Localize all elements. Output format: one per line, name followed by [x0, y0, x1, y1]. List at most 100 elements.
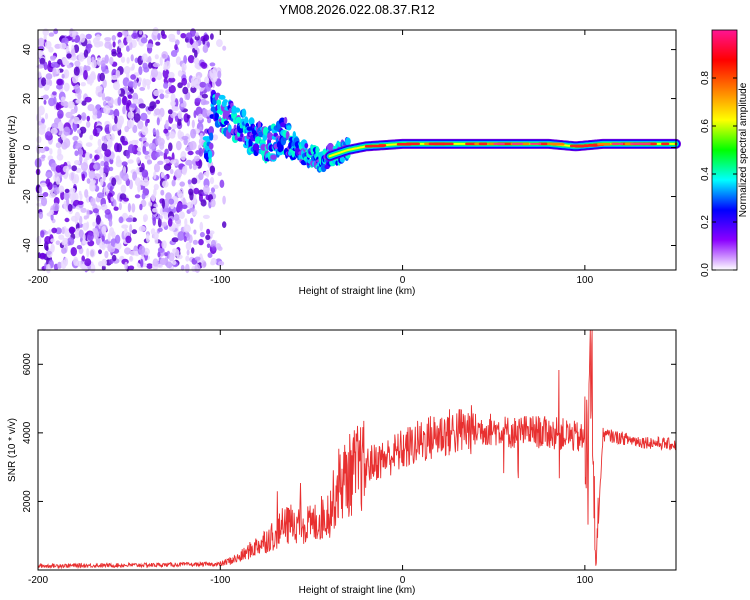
ridge-speck — [267, 132, 274, 141]
noise-speck — [191, 177, 198, 185]
spectrogram-x-label: Height of straight line (km) — [299, 286, 416, 297]
noise-speck — [102, 79, 107, 89]
noise-speck — [131, 229, 138, 235]
noise-speck — [51, 122, 59, 129]
noise-speck — [85, 43, 93, 49]
noise-speck — [74, 84, 80, 94]
noise-speck — [36, 235, 42, 245]
noise-speck — [42, 192, 49, 197]
noise-speck — [120, 56, 126, 63]
noise-speck — [40, 230, 45, 238]
noise-speck — [148, 62, 153, 69]
noise-speck — [217, 70, 222, 79]
noise-speck — [125, 102, 131, 112]
noise-speck — [164, 94, 169, 99]
noise-speck — [171, 123, 178, 130]
noise-speck — [169, 168, 174, 175]
noise-speck — [222, 45, 227, 51]
noise-speck — [107, 243, 112, 252]
noise-speck — [193, 187, 200, 195]
noise-speck — [116, 143, 123, 153]
ridge-speck — [270, 154, 277, 160]
noise-speck — [86, 248, 90, 258]
noise-speck — [167, 218, 173, 227]
noise-speck — [186, 114, 191, 119]
noise-speck — [131, 203, 136, 213]
noise-speck — [157, 217, 162, 228]
noise-speck — [73, 66, 80, 76]
noise-speck — [72, 116, 80, 125]
noise-speck — [121, 172, 129, 182]
noise-speck — [82, 233, 86, 242]
noise-speck — [129, 250, 137, 256]
colorbar-tick-label: 0.8 — [700, 71, 711, 85]
noise-speck — [103, 105, 111, 115]
snr-frame — [37, 329, 677, 571]
noise-speck — [93, 173, 101, 180]
noise-speck — [52, 91, 57, 96]
noise-speck — [50, 55, 57, 60]
noise-speck — [43, 61, 48, 71]
noise-speck — [121, 30, 129, 36]
noise-speck — [190, 85, 197, 94]
noise-speck — [86, 209, 90, 219]
y-tick-label: 6000 — [22, 353, 33, 376]
noise-speck — [185, 255, 190, 262]
noise-speck — [187, 55, 195, 64]
noise-speck — [91, 158, 95, 163]
ridge-speck — [222, 99, 228, 104]
ridge-speck — [208, 126, 214, 135]
snr-series-line — [37, 329, 677, 570]
noise-speck — [217, 246, 223, 251]
x-tick-label: -200 — [28, 575, 48, 586]
noise-speck — [147, 55, 152, 64]
noise-speck — [210, 239, 217, 249]
noise-speck — [194, 256, 201, 261]
noise-speck — [202, 108, 209, 118]
noise-speck — [72, 124, 78, 132]
noise-speck — [39, 253, 46, 260]
noise-speck — [176, 202, 183, 212]
noise-speck — [130, 66, 135, 71]
noise-speck — [138, 245, 146, 255]
noise-speck — [56, 153, 64, 161]
noise-speck — [111, 51, 118, 57]
noise-speck — [161, 240, 167, 249]
x-tick-label: -100 — [210, 575, 230, 586]
noise-speck — [109, 186, 113, 192]
noise-speck — [60, 190, 65, 201]
noise-speck — [170, 159, 176, 164]
x-tick-label: -100 — [210, 275, 230, 286]
noise-speck — [157, 263, 163, 268]
noise-speck — [164, 148, 169, 155]
noise-speck — [126, 35, 133, 44]
noise-speck — [92, 108, 98, 116]
noise-speck — [178, 193, 184, 199]
colorbar-tick-label: 0.6 — [700, 119, 711, 133]
noise-speck — [157, 160, 164, 165]
noise-speck — [43, 99, 47, 105]
noise-speck — [146, 159, 153, 165]
noise-speck — [146, 43, 154, 49]
noise-speck — [155, 99, 161, 105]
noise-speck — [90, 197, 96, 207]
noise-speck — [60, 259, 67, 269]
noise-speck — [199, 132, 204, 139]
noise-speck — [199, 221, 204, 232]
noise-speck — [42, 94, 49, 100]
noise-speck — [48, 229, 52, 236]
noise-speck — [48, 32, 55, 37]
noise-speck — [53, 187, 60, 195]
noise-speck — [185, 146, 191, 152]
noise-speck — [127, 94, 133, 99]
noise-speck — [209, 177, 215, 185]
noise-speck — [70, 108, 76, 115]
noise-speck — [183, 236, 187, 243]
noise-speck — [168, 33, 176, 41]
noise-speck — [59, 42, 67, 50]
noise-speck — [186, 42, 191, 49]
y-tick-label: -20 — [22, 189, 33, 204]
noise-speck — [172, 260, 177, 266]
noise-speck — [152, 258, 159, 267]
